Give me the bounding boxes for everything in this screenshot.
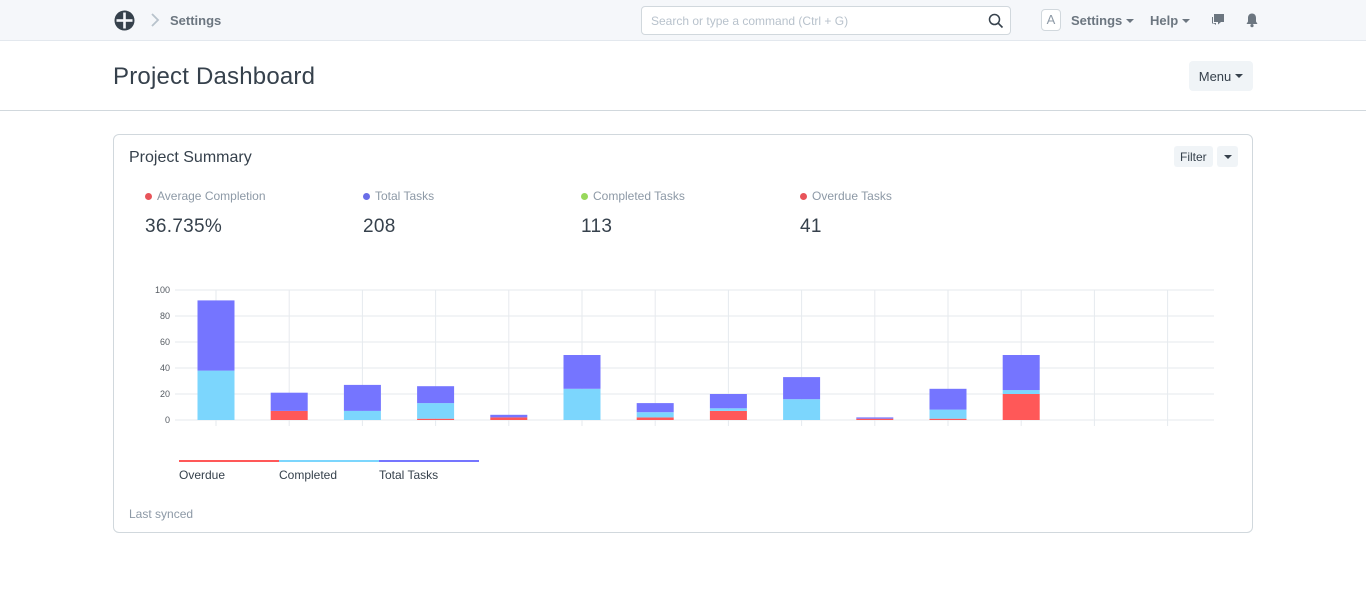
bar-segment (197, 300, 235, 371)
stat-label-row: Overdue Tasks (800, 189, 892, 203)
bar-segment (636, 412, 674, 418)
page-header: Project Dashboard Menu (0, 41, 1366, 111)
menu-button[interactable]: Menu (1189, 61, 1253, 91)
bar-segment (270, 410, 308, 420)
stat-value: 36.735% (145, 216, 223, 237)
bar-segment (417, 418, 455, 420)
bar-segment (929, 418, 967, 420)
bar-segment (709, 394, 747, 409)
bar-segment (563, 388, 601, 420)
bar-segment (1002, 355, 1040, 391)
legend-line (379, 460, 479, 462)
legend-label: Completed (279, 468, 338, 482)
search-icon[interactable] (988, 13, 1004, 29)
project-summary-card: Project Summary Filter Average Completio… (113, 134, 1253, 533)
stat-dot (363, 192, 370, 200)
legend-overdue: Overdue (179, 460, 279, 482)
stat-dot (800, 192, 807, 200)
avatar[interactable]: A (1041, 9, 1061, 31)
settings-dropdown[interactable]: Settings (1071, 13, 1135, 28)
filter-button[interactable]: Filter (1174, 146, 1213, 167)
bar-segment (783, 399, 821, 420)
stat-average-completion: Average Completion 36.735% (145, 189, 266, 238)
stat-value: 41 (800, 216, 822, 237)
legend-completed: Completed (279, 460, 379, 482)
legend-label: Total Tasks (379, 468, 439, 482)
stat-dot (145, 192, 152, 200)
bar-segment (1002, 390, 1040, 394)
bar-chart: 0 20 40 60 80 100 (155, 285, 1214, 426)
stat-label: Total Tasks (375, 189, 435, 203)
y-tick-label: 100 (155, 285, 170, 295)
bar-segment (636, 403, 674, 413)
legend-label: Overdue (179, 468, 226, 482)
stat-value: 208 (363, 216, 396, 237)
bar-segment (783, 377, 821, 400)
chevron-right-icon (151, 13, 160, 27)
stat-value: 113 (581, 216, 613, 237)
stat-completed-tasks: Completed Tasks 113 (581, 189, 685, 238)
bar-segment (490, 414, 528, 418)
settings-dropdown-label: Settings (1071, 13, 1123, 28)
bar-segment (709, 410, 747, 420)
stat-total-tasks: Total Tasks 208 (363, 189, 434, 238)
filter-dropdown-button[interactable] (1217, 146, 1238, 167)
caret-down-icon (1223, 155, 1232, 160)
help-dropdown[interactable]: Help (1150, 13, 1191, 28)
stat-label: Overdue Tasks (812, 189, 892, 203)
caret-down-icon (1235, 74, 1244, 79)
card-title: Project Summary (129, 149, 252, 166)
bar-segment (709, 408, 747, 411)
bar-segment (563, 355, 601, 389)
bar-segment (636, 417, 674, 420)
bell-icon[interactable] (1245, 12, 1259, 28)
y-tick-label: 40 (160, 363, 170, 373)
search-input[interactable] (651, 12, 971, 30)
legend-line (279, 460, 379, 462)
breadcrumb-settings[interactable]: Settings (170, 13, 222, 28)
bar-segment (1002, 394, 1040, 420)
bar-segment (197, 370, 235, 420)
bar-segment (856, 418, 894, 420)
caret-down-icon (1182, 18, 1191, 23)
bar-segment (929, 388, 967, 410)
stat-label: Completed Tasks (593, 189, 685, 203)
y-tick-label: 60 (160, 337, 170, 347)
bar-segment (417, 386, 455, 404)
search-bar[interactable] (641, 6, 1011, 35)
bar-segment (270, 392, 308, 411)
stat-overdue-tasks: Overdue Tasks 41 (800, 189, 892, 238)
bar-segment (856, 417, 894, 419)
last-synced-label: Last synced (129, 507, 194, 521)
bar-segment (929, 409, 967, 419)
navbar: Settings A Settings Help (0, 0, 1366, 41)
bar-segment (343, 410, 381, 420)
y-tick-label: 80 (160, 311, 170, 321)
y-tick-label: 20 (160, 389, 170, 399)
menu-button-label: Menu (1198, 68, 1232, 84)
page-title: Project Dashboard (113, 63, 316, 90)
bar-segment (417, 403, 455, 419)
legend-line (179, 460, 279, 462)
stat-label: Average Completion (157, 189, 266, 203)
bar-segment (490, 417, 528, 420)
stat-dot (581, 192, 588, 200)
bar-segment (343, 384, 381, 411)
caret-down-icon (1126, 18, 1135, 23)
app-logo-icon[interactable] (114, 10, 135, 31)
legend-total-tasks: Total Tasks (379, 460, 479, 482)
stat-label-row: Completed Tasks (581, 189, 685, 203)
y-tick-label: 0 (165, 415, 170, 425)
chat-icon[interactable] (1210, 12, 1226, 28)
stat-label-row: Total Tasks (363, 189, 434, 203)
help-dropdown-label: Help (1150, 13, 1179, 28)
stat-label-row: Average Completion (145, 189, 266, 203)
